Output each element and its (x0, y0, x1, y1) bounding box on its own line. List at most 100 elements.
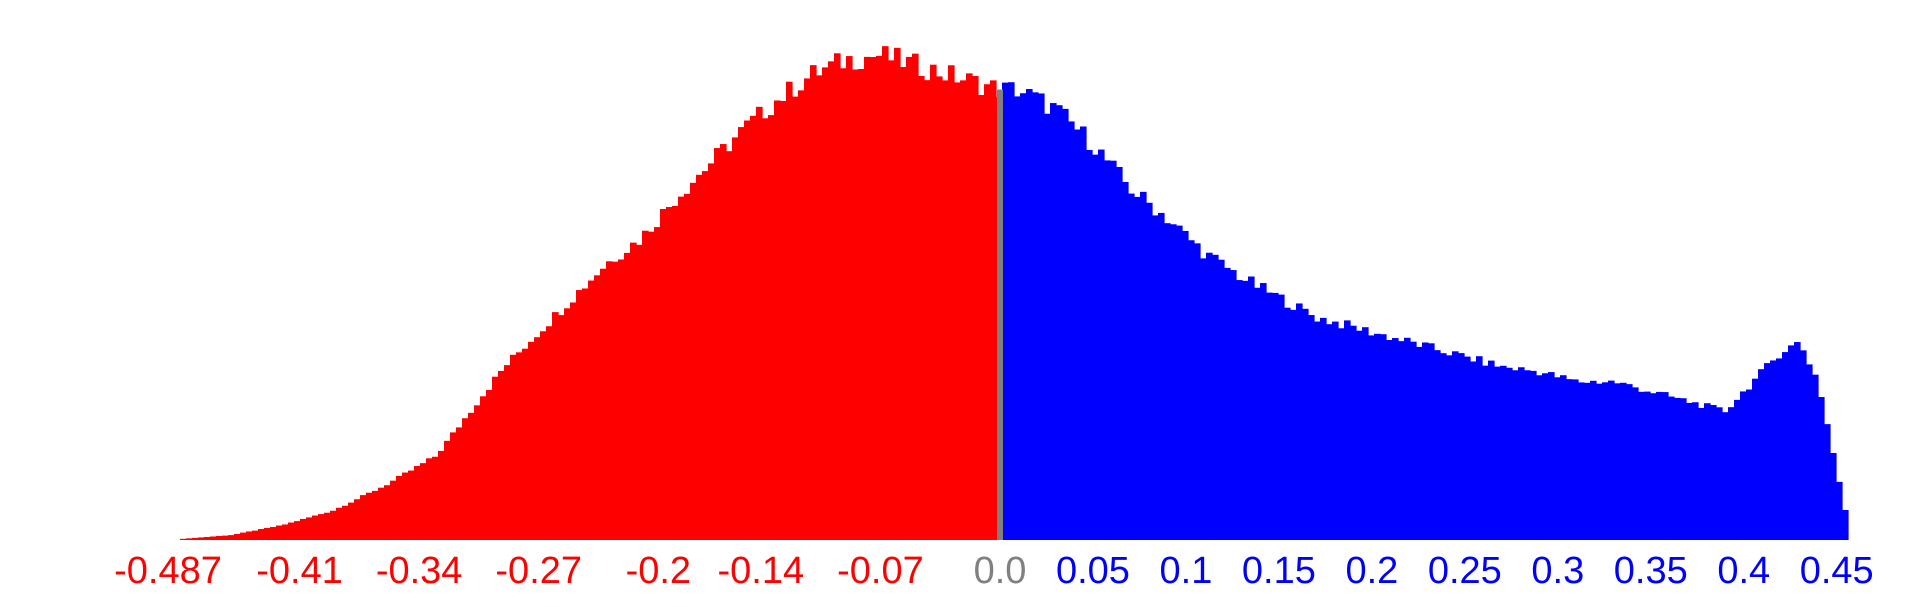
histogram-bar (960, 80, 967, 541)
histogram-bar (1476, 356, 1483, 540)
histogram-bar (1794, 342, 1801, 540)
histogram-bar (1002, 82, 1009, 541)
histogram-bar (1092, 154, 1099, 541)
histogram-bar (750, 115, 757, 540)
histogram-bar (510, 354, 517, 540)
histogram-bar (1512, 370, 1519, 540)
histogram-bar (600, 268, 607, 540)
histogram-bar (528, 341, 535, 540)
histogram-bar (360, 495, 367, 540)
histogram-bar (636, 244, 643, 541)
histogram-bar (444, 440, 451, 540)
histogram-bar (1710, 405, 1717, 540)
histogram-bar (1218, 259, 1225, 540)
histogram-bar (558, 315, 565, 540)
histogram-bar (1722, 412, 1729, 540)
histogram-bar (210, 536, 217, 540)
histogram-bar (414, 466, 421, 540)
histogram-bar (696, 174, 703, 541)
histogram-bar (1284, 307, 1291, 540)
x-tick-label: -0.14 (718, 550, 805, 592)
histogram-bar (282, 524, 289, 540)
histogram-bar (1590, 380, 1597, 540)
x-tick-label: 0.3 (1531, 550, 1584, 592)
histogram-bar (1068, 121, 1075, 541)
histogram-bar (594, 275, 601, 540)
histogram-bar (198, 537, 205, 540)
histogram-bar (606, 261, 613, 540)
histogram-bar (846, 56, 853, 541)
x-tick-label: 0.1 (1160, 550, 1213, 592)
histogram-bar (1776, 358, 1783, 540)
histogram-bar (888, 60, 895, 541)
histogram-bar (1734, 399, 1741, 540)
histogram-bar (318, 514, 325, 540)
histogram-bar (1362, 327, 1369, 540)
histogram-bar (684, 193, 691, 541)
histogram-bar (348, 502, 355, 540)
histogram-bar (1548, 372, 1555, 540)
histogram-bar (816, 75, 823, 540)
histogram-bar (576, 290, 583, 540)
histogram-bar (1788, 345, 1795, 540)
histogram-bar (1398, 341, 1405, 540)
histogram-bar (1086, 149, 1093, 540)
histogram-bar (918, 75, 925, 540)
histogram-bar (1758, 369, 1765, 540)
histogram-bar (402, 472, 409, 540)
histogram-bar (1248, 276, 1255, 540)
histogram-bar (540, 331, 547, 540)
histogram-bar (222, 535, 229, 540)
histogram-bar (390, 480, 397, 540)
histogram-bar (1164, 223, 1171, 541)
histogram-bar (660, 209, 667, 540)
histogram-bar (1140, 191, 1147, 540)
histogram-bar (978, 95, 985, 541)
histogram-bar (1200, 258, 1207, 540)
histogram-bar (744, 120, 751, 540)
histogram-bar (1254, 287, 1261, 540)
histogram-bar (714, 148, 721, 541)
x-axis-tick-labels: -0.487 -0.41 -0.34 -0.27 -0.2 -0.14 -0.07 0.0 0.… (114, 550, 1874, 592)
histogram-bar (1704, 403, 1711, 540)
histogram-bar (1452, 351, 1459, 540)
histogram-bar (456, 427, 463, 540)
histogram-bar (1098, 149, 1105, 540)
histogram-bar (582, 288, 589, 540)
histogram-bar (330, 510, 337, 540)
histogram-bar (1626, 384, 1633, 540)
histogram-bar (1830, 452, 1837, 540)
histogram-bar (1752, 378, 1759, 540)
histogram-bar (1662, 392, 1669, 540)
histogram-bar (1500, 365, 1507, 540)
histogram-bar (1380, 334, 1387, 540)
histogram-bar (186, 538, 193, 540)
histogram-bar (1338, 328, 1345, 540)
histogram-bar (1356, 330, 1363, 540)
histogram-bar (768, 115, 775, 540)
histogram-bar (1116, 167, 1123, 540)
histogram-bar (522, 348, 529, 540)
x-tick-label: -0.07 (837, 550, 924, 592)
x-tick-label: 0.35 (1614, 550, 1688, 592)
histogram-bar (1104, 160, 1111, 540)
histogram-bar (1386, 339, 1393, 540)
histogram-bar (678, 196, 685, 540)
histogram-bar (1236, 280, 1243, 540)
histogram-bar (1410, 341, 1417, 540)
histogram-bar (1812, 374, 1819, 540)
histogram-bar (828, 61, 835, 541)
histogram-bar (852, 69, 859, 540)
histogram-bar (1674, 397, 1681, 540)
histogram-bar (1170, 224, 1177, 540)
histogram-bar (1716, 407, 1723, 540)
histogram-bar (864, 56, 871, 541)
histogram-bar (1272, 292, 1279, 540)
histogram-bar (1290, 309, 1297, 540)
histogram-bar (690, 182, 697, 540)
histogram-bar (786, 81, 793, 540)
histogram-bar (1188, 240, 1195, 541)
histogram-bar (1818, 397, 1825, 540)
histogram-bar (1176, 225, 1183, 541)
